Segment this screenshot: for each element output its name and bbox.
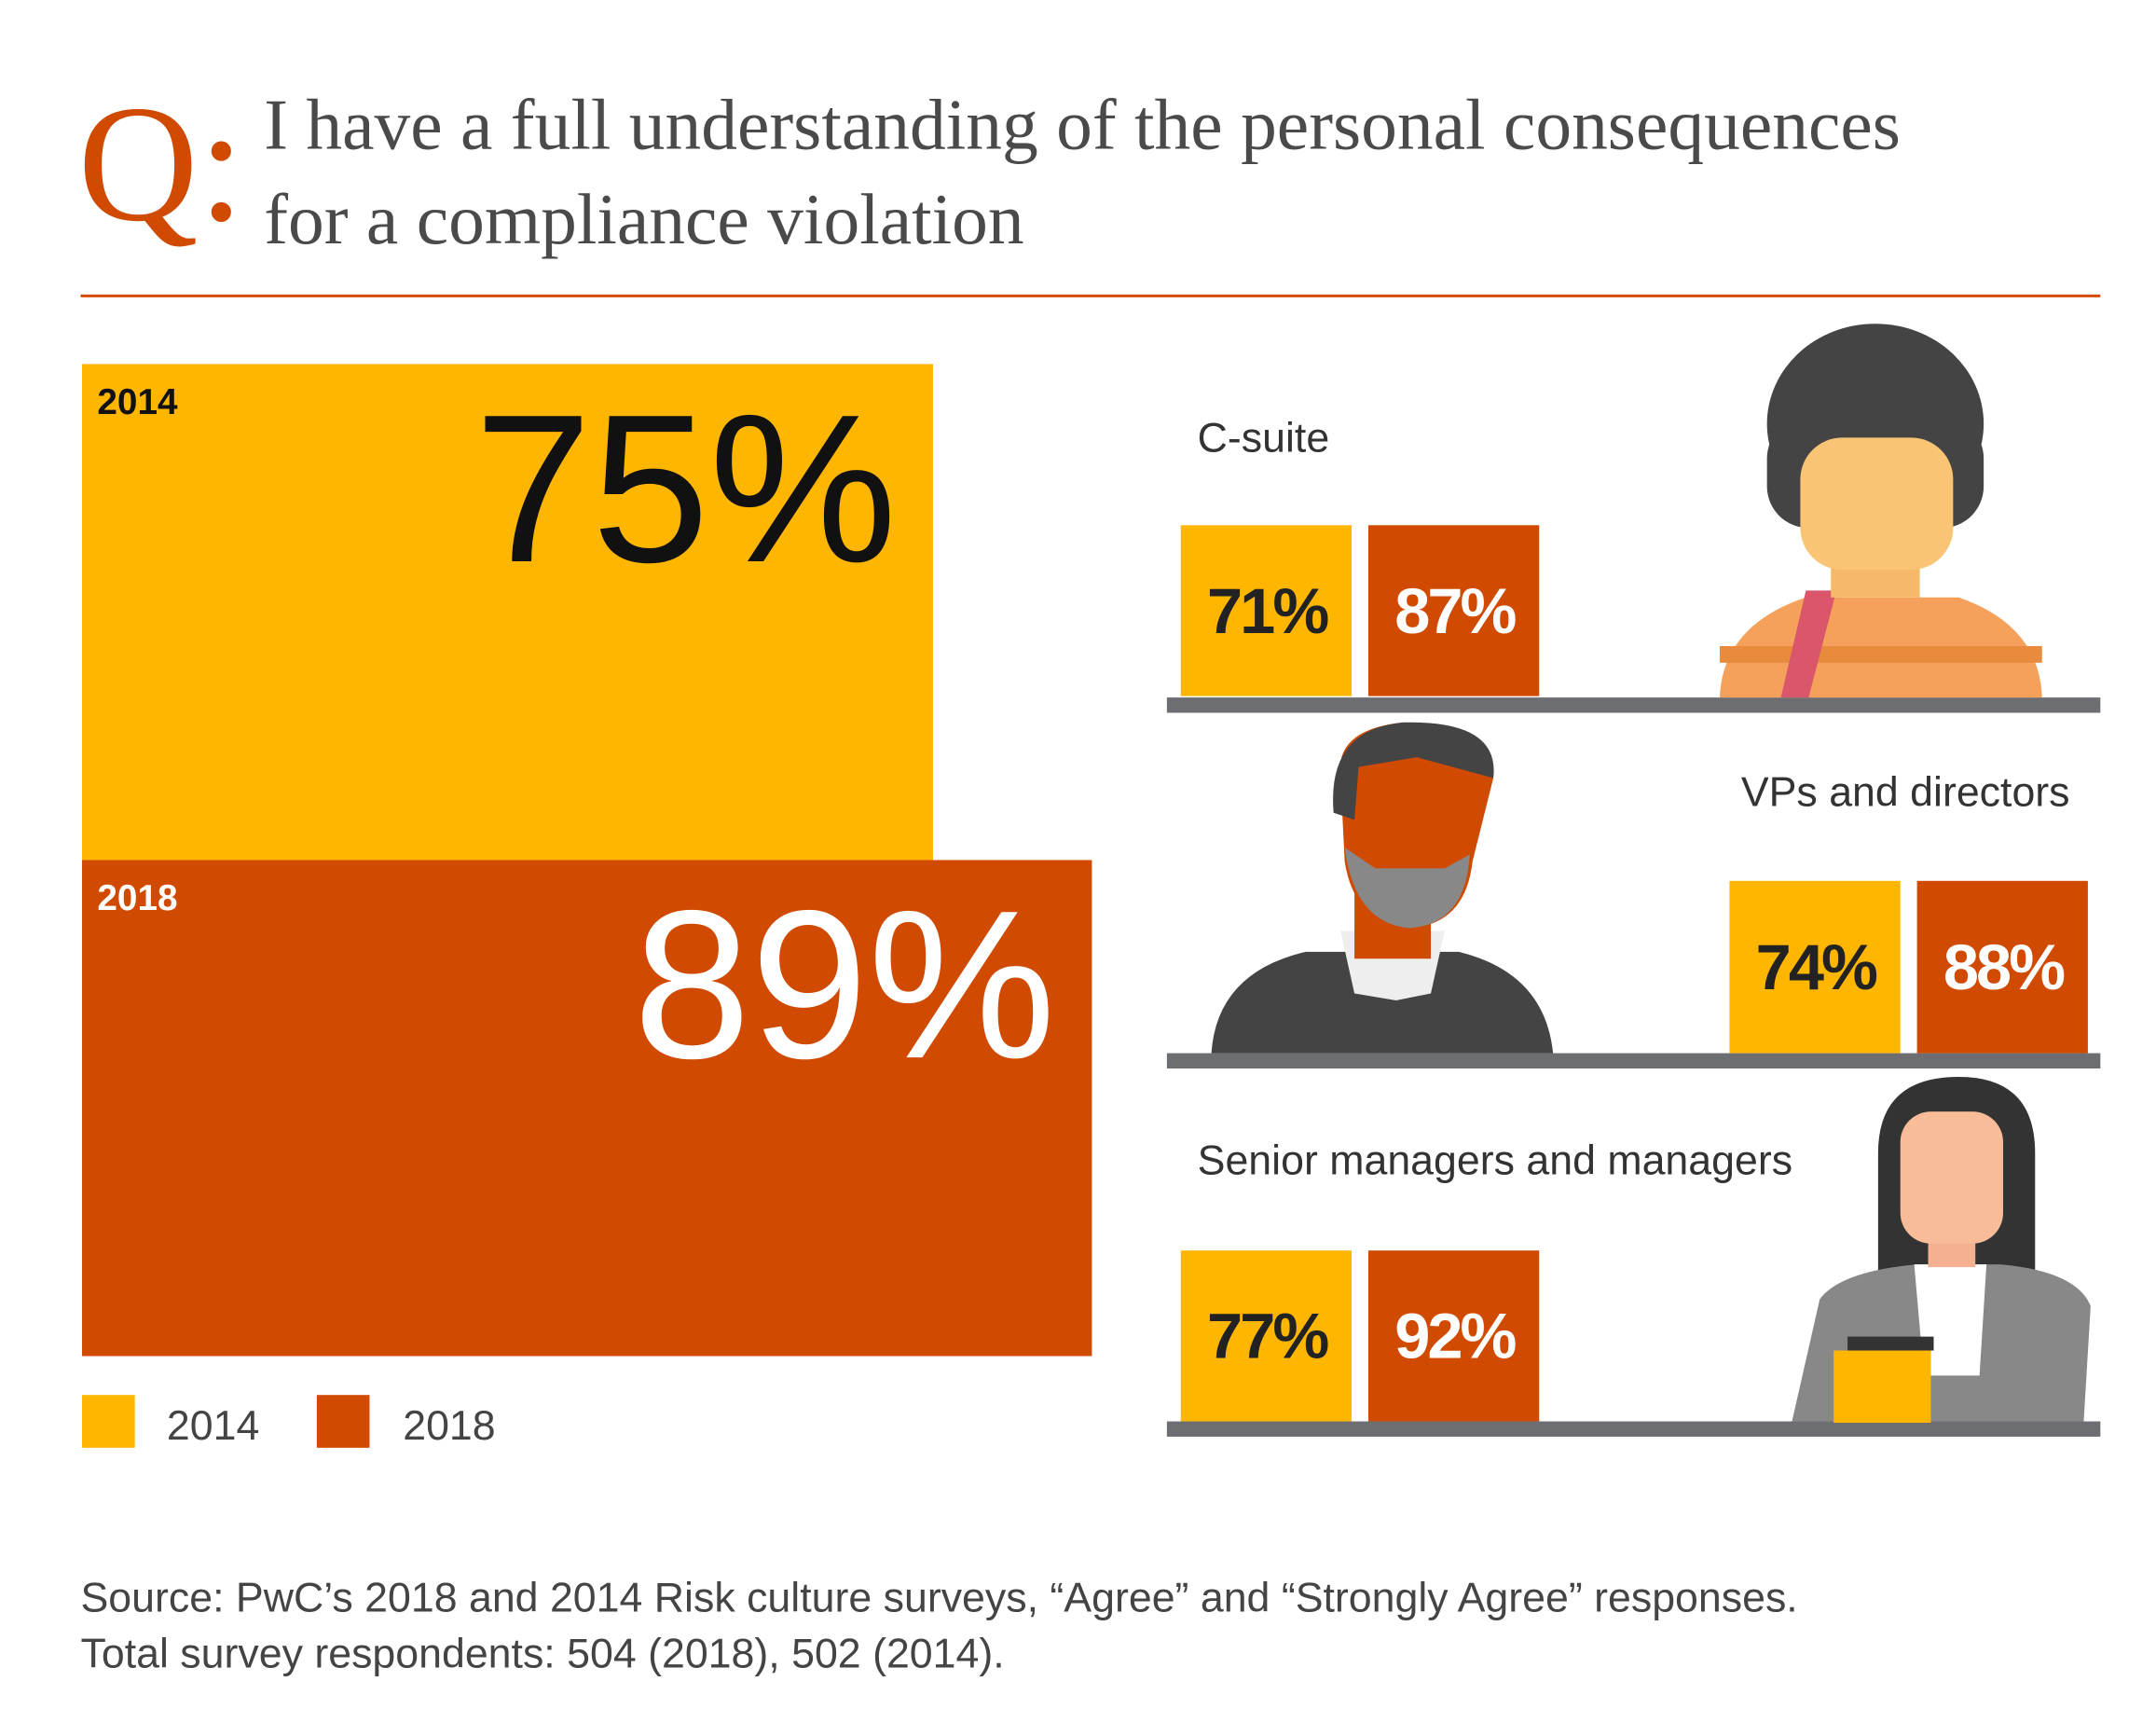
segment-value: 87% [1394, 575, 1516, 647]
segment-label: Senior managers and managers [1198, 1137, 1792, 1183]
segment-box [1367, 1250, 1540, 1422]
bar [81, 860, 1092, 1357]
segment-label: VPs and directors [1741, 769, 2070, 815]
title-line: for a compliance violation [264, 179, 1023, 259]
segment-value: 74% [1756, 931, 1877, 1003]
title-line: I have a full understanding of the perso… [264, 84, 1901, 164]
shelf [1166, 697, 2101, 713]
person-illustration [1792, 1076, 2091, 1424]
bar-value-label: 75% [474, 371, 897, 607]
legend-swatch [316, 1395, 370, 1448]
source-note: Total survey respondents: 504 (2018), 50… [81, 1631, 1005, 1676]
segment-box [1729, 880, 1901, 1054]
person-illustration [1719, 324, 2042, 698]
bar-year-label: 2018 [97, 878, 177, 918]
person-illustration [1211, 722, 1554, 1054]
bar-year-label: 2014 [97, 382, 178, 422]
segment-box [1367, 525, 1540, 696]
source-note: Source: PwC’s 2018 and 2014 Risk culture… [81, 1576, 1798, 1621]
segment-value: 77% [1207, 1301, 1328, 1372]
q-prefix: Q: [78, 71, 245, 255]
legend-label: 2018 [403, 1403, 495, 1449]
bar-value-label: 89% [633, 867, 1055, 1103]
segment-value: 92% [1394, 1301, 1516, 1372]
segment-value: 88% [1943, 931, 2065, 1003]
legend-label: 2014 [167, 1403, 259, 1449]
segment-box [1180, 525, 1353, 696]
segment-box [1180, 1250, 1353, 1422]
shelf [1166, 1053, 2101, 1068]
segment-label: C-suite [1198, 415, 1330, 461]
legend-swatch [81, 1395, 135, 1448]
shelf [1166, 1421, 2101, 1437]
bar [81, 364, 933, 861]
segment-box [1916, 880, 2088, 1054]
segment-value: 71% [1207, 575, 1328, 647]
